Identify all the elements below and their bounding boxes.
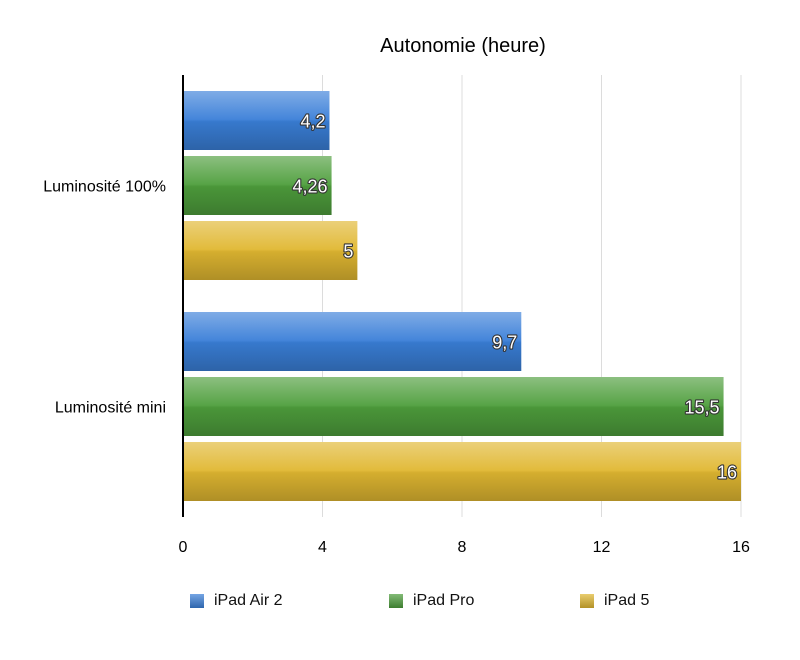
bar-ipad-air-2-luminosit-100	[183, 91, 330, 150]
bar-ipad-5-luminosit-100	[183, 221, 358, 280]
bar-ipad-pro-luminosit-100	[183, 156, 332, 215]
legend-label: iPad Air 2	[214, 592, 283, 609]
value-label-ipad-pro-luminosit-100: 4,26	[293, 177, 328, 197]
value-label-ipad-air-2-luminosit-100: 4,2	[300, 112, 325, 132]
x-tick-label: 12	[593, 539, 611, 556]
chart-title: Autonomie (heure)	[380, 35, 546, 57]
bar-chart: Autonomie (heure) 4,2 4,26 5 9,7 15,5 16 0 4 8 1…	[43, 35, 750, 556]
bars	[183, 91, 741, 501]
legend-item-ipad-pro: iPad Pro	[389, 592, 474, 610]
value-labels: 4,2 4,26 5 9,7 15,5 16	[291, 110, 738, 483]
legend-swatch-ipad-air-2	[190, 594, 204, 608]
legend: iPad Air 2 iPad Pro iPad 5	[0, 592, 800, 622]
legend-item-ipad-air-2: iPad Air 2	[190, 592, 282, 610]
category-label-luminosit-100: Luminosité 100%	[43, 179, 166, 196]
category-labels: Luminosité 100% Luminosité mini	[43, 179, 166, 417]
value-label-ipad-5-luminosit-mini: 16	[717, 463, 737, 483]
legend-swatch-ipad-5	[580, 594, 594, 608]
legend-label: iPad Pro	[413, 592, 475, 609]
x-tick-label: 8	[458, 539, 467, 556]
bar-ipad-pro-luminosit-mini	[183, 377, 724, 436]
legend-swatch-ipad-pro	[389, 594, 403, 608]
value-label-ipad-pro-luminosit-mini: 15,5	[685, 398, 720, 418]
category-label-luminosit-mini: Luminosité mini	[55, 400, 166, 417]
bar-ipad-5-luminosit-mini	[183, 442, 741, 501]
x-tick-labels: 0 4 8 12 16	[179, 539, 750, 556]
legend-item-ipad-5: iPad 5	[580, 592, 649, 610]
value-label-ipad-5-luminosit-100: 5	[343, 242, 353, 262]
legend-label: iPad 5	[604, 592, 650, 609]
x-tick-label: 4	[318, 539, 327, 556]
x-tick-label: 16	[732, 539, 750, 556]
value-label-ipad-air-2-luminosit-mini: 9,7	[492, 333, 517, 353]
x-tick-label: 0	[179, 539, 188, 556]
bar-ipad-air-2-luminosit-mini	[183, 312, 522, 371]
